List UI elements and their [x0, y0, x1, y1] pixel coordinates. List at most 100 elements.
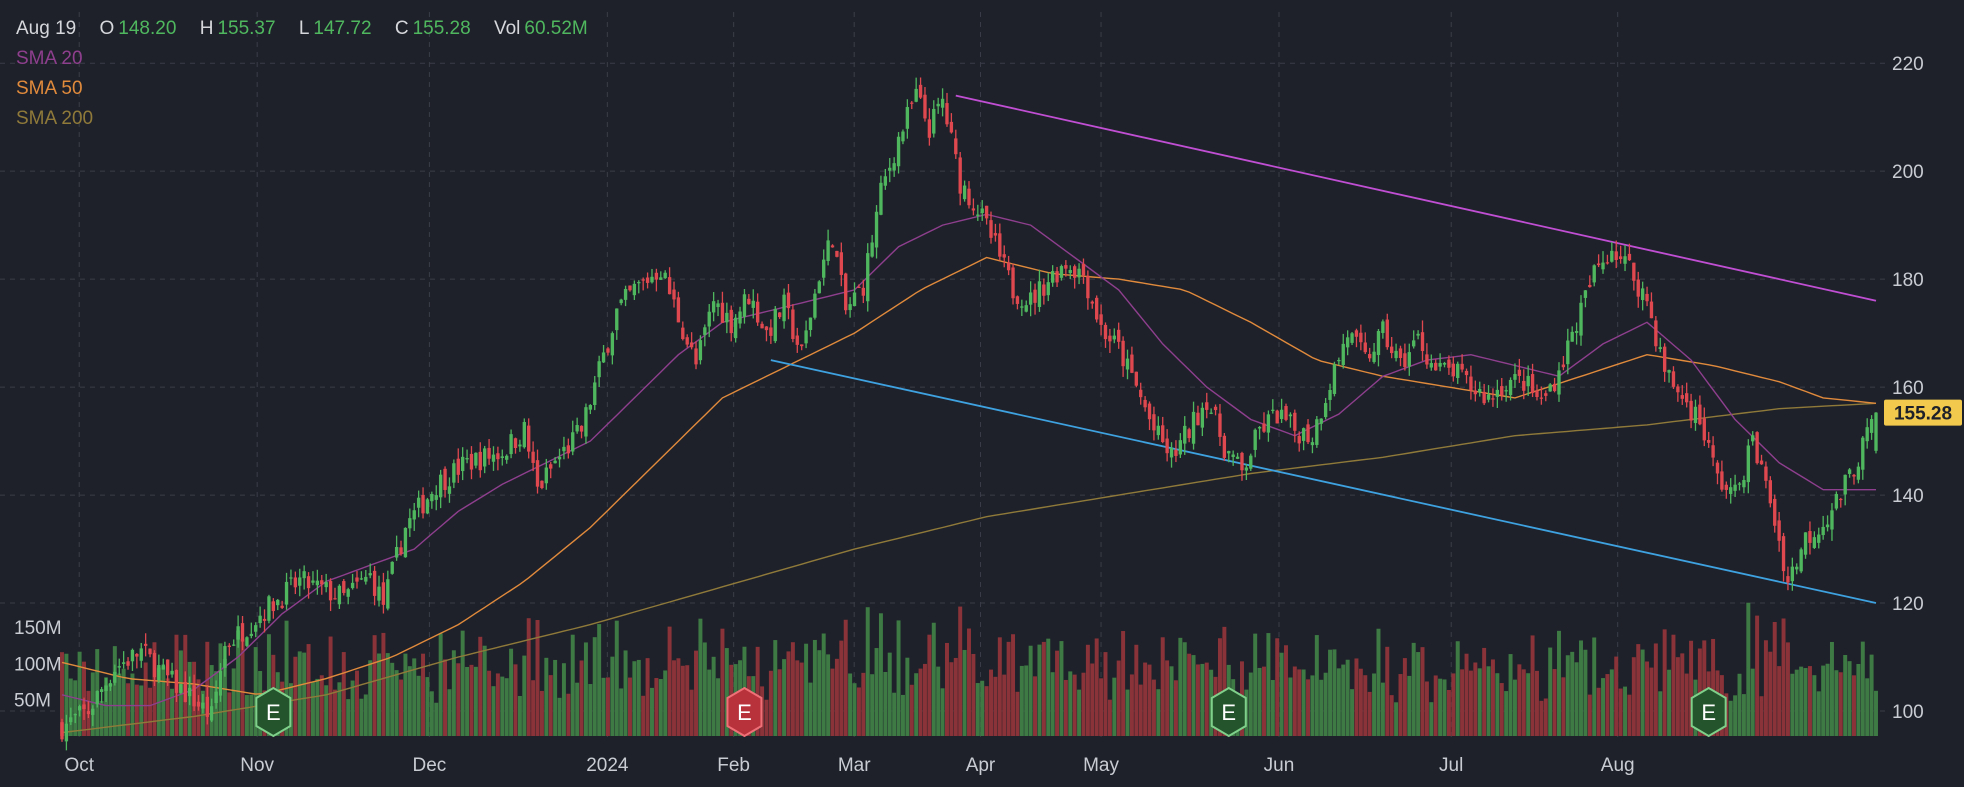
earnings-marker[interactable]: E [1690, 686, 1727, 738]
earnings-marker[interactable]: E [1210, 686, 1247, 738]
candle-body [751, 300, 755, 308]
volume-bar [1768, 651, 1773, 736]
candle-body [747, 298, 751, 305]
volume-bar [1702, 640, 1707, 736]
trendline-lower[interactable] [770, 359, 1877, 604]
sma-20-legend[interactable]: SMA 20 [16, 48, 83, 69]
candle-body [1737, 483, 1742, 485]
candle-body [1865, 427, 1869, 442]
volume-bar [73, 680, 78, 736]
volume-bar [834, 658, 839, 736]
candle-body [254, 625, 258, 632]
candle-body [311, 580, 315, 583]
close-value: 155.28 [412, 18, 471, 39]
candle-body [984, 205, 989, 219]
volume-bar [1548, 647, 1553, 736]
candle-body [372, 570, 377, 596]
volume-bar [1072, 674, 1077, 736]
candle-body [1222, 435, 1227, 458]
trendlines[interactable] [770, 94, 1877, 604]
grid [0, 12, 1890, 738]
volume-bar [1341, 664, 1346, 736]
candle-body [1707, 439, 1711, 443]
volume-bar [1675, 657, 1680, 736]
candle-body [416, 497, 421, 508]
volume-bar [1508, 654, 1513, 736]
candle-body [1315, 419, 1319, 445]
candle-body [755, 301, 760, 323]
volume-bar [1041, 641, 1046, 736]
volume-bar [1085, 644, 1090, 736]
volume-bar [843, 619, 848, 736]
volume-value: 60.52M [524, 18, 588, 39]
candle-body [1460, 363, 1464, 370]
earnings-label: E [1221, 700, 1236, 725]
candle-body [483, 448, 487, 467]
candle-body [1627, 253, 1632, 261]
volume-bar [953, 657, 958, 736]
candle-body [157, 665, 161, 681]
candle-body [148, 648, 152, 655]
volume-bar [227, 692, 232, 736]
candle-body [1566, 340, 1570, 365]
candle-body [1139, 389, 1143, 398]
volume-bar [1257, 667, 1262, 736]
candle-body [641, 279, 645, 281]
trendline-upper[interactable] [955, 94, 1877, 302]
volume-bar [1662, 629, 1667, 736]
volume-bar [1068, 671, 1073, 736]
sma-50-legend[interactable]: SMA 50 [16, 78, 83, 99]
volume-bar [971, 653, 976, 736]
volume-bar [689, 689, 694, 736]
y-tick-label: 100 [1892, 702, 1924, 723]
candle-body [557, 456, 562, 460]
earnings-marker[interactable]: E [255, 686, 292, 738]
candle-body [320, 580, 324, 585]
candle-body [852, 292, 857, 307]
candle-body [813, 293, 817, 318]
candle-body [280, 605, 284, 608]
earnings-marker[interactable]: E [726, 686, 763, 738]
volume-bar [346, 699, 351, 736]
volume-bar [112, 646, 117, 736]
volume-bar [1433, 675, 1438, 736]
volume-bar [922, 663, 927, 736]
volume-bar [1777, 666, 1782, 736]
volume-bar [332, 689, 337, 736]
candle-body [1209, 412, 1213, 414]
y-tick-label: 160 [1892, 378, 1924, 399]
candle-body [346, 589, 350, 597]
volume-bar [134, 684, 139, 736]
candle-body [1033, 289, 1037, 303]
volume-bar [1821, 665, 1826, 736]
volume-bar [1191, 655, 1196, 736]
volume-bar [407, 666, 412, 736]
volume-bar [1134, 644, 1139, 736]
candle-body [1856, 466, 1861, 480]
candle-body [99, 689, 104, 692]
candle-body [302, 571, 306, 579]
candle-body [1821, 526, 1825, 536]
sma-200-legend[interactable]: SMA 200 [16, 108, 94, 129]
candle-body [610, 333, 615, 356]
volume-bar [1429, 702, 1434, 736]
volume-bar [451, 650, 456, 736]
volume-bar [1473, 662, 1478, 736]
volume-tick-label: 50M [14, 691, 51, 712]
volume-bar [1200, 663, 1205, 736]
candle-body [848, 304, 852, 311]
candle-body [729, 309, 733, 334]
candle-body [769, 327, 773, 336]
volume-bar [821, 633, 826, 736]
candle-body [210, 706, 214, 721]
volume-bar [936, 666, 941, 736]
candle-body [513, 438, 518, 449]
y-tick-label: 200 [1892, 162, 1924, 183]
volume-bar [1262, 666, 1266, 736]
candle-body [430, 493, 434, 502]
volume-bar [350, 680, 355, 736]
volume-bar [1121, 631, 1126, 736]
